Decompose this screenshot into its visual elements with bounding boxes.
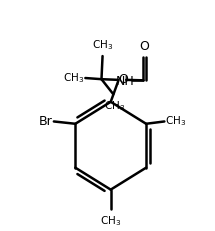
Text: O: O [118,73,128,86]
Text: CH$_3$: CH$_3$ [165,114,186,128]
Text: CH$_3$: CH$_3$ [63,71,84,84]
Text: O: O [140,40,149,53]
Text: Br: Br [38,114,52,127]
Text: CH$_3$: CH$_3$ [104,99,125,113]
Text: CH$_3$: CH$_3$ [92,38,113,52]
Text: NH: NH [116,74,135,87]
Text: CH$_3$: CH$_3$ [100,213,121,227]
